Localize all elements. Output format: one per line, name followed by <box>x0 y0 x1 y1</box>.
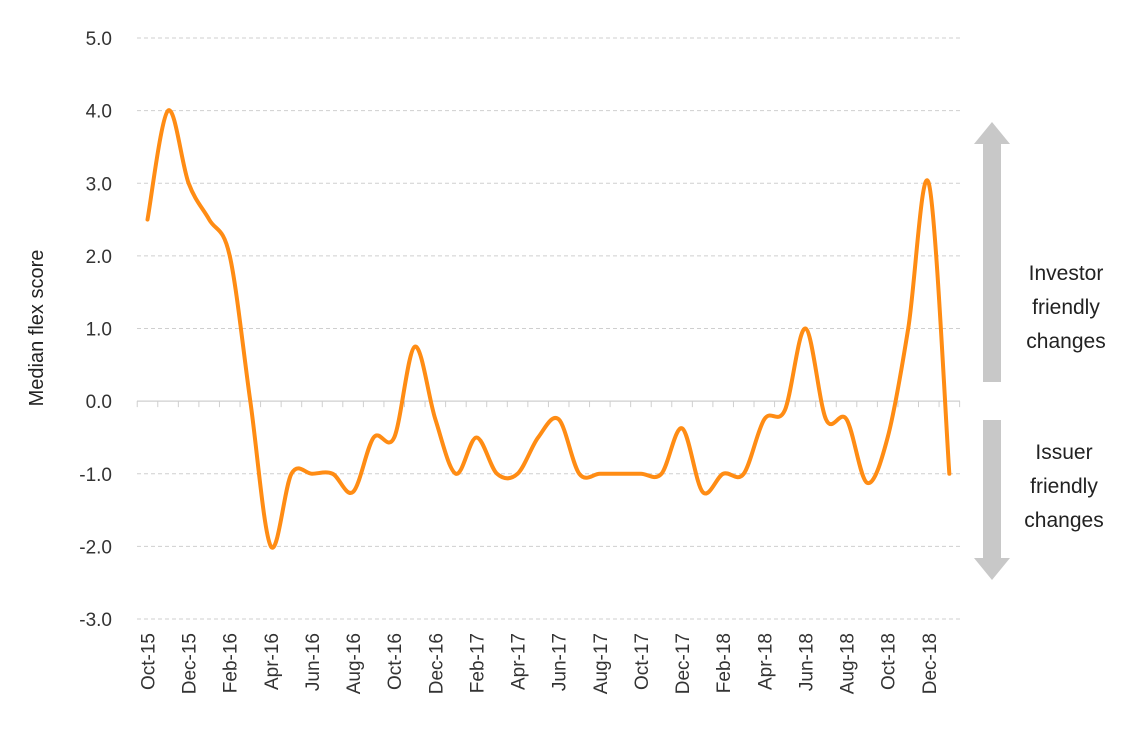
x-tick-label: Aug-17 <box>591 633 612 694</box>
x-tick-label: Aug-18 <box>838 633 859 694</box>
investor-annotation-line-2: friendly <box>1032 296 1100 319</box>
gridlines <box>137 37 960 620</box>
down-arrow-icon <box>974 420 1010 580</box>
y-tick-labels: 5.0 4.0 3.0 2.0 1.0 0.0 -1.0 -2.0 -3.0 <box>79 29 112 631</box>
x-tick-label: Oct-17 <box>632 633 653 690</box>
y-tick-label: -2.0 <box>79 537 112 558</box>
y-tick-label: 1.0 <box>86 320 112 341</box>
y-tick-label: 3.0 <box>86 174 112 195</box>
x-tick-label: Oct-15 <box>139 633 160 690</box>
investor-annotation-line-3: changes <box>1026 330 1105 353</box>
issuer-annotation-line-3: changes <box>1024 509 1103 532</box>
issuer-annotation-line-1: Issuer <box>1035 441 1092 464</box>
x-tick-label: Oct-18 <box>879 633 900 690</box>
x-tick-label: Feb-17 <box>467 633 488 693</box>
x-tick-label: Apr-17 <box>509 633 530 690</box>
x-tick-label: Feb-16 <box>221 633 242 693</box>
x-tick-label: Dec-15 <box>180 633 201 694</box>
issuer-annotation-line-2: friendly <box>1030 475 1098 498</box>
x-tick-label: Dec-16 <box>426 633 447 694</box>
x-tick-label: Oct-16 <box>385 633 406 690</box>
series-line <box>145 108 952 550</box>
y-tick-label: 0.0 <box>86 392 112 413</box>
x-tick-label: Aug-16 <box>344 633 365 694</box>
x-tick-label: Feb-18 <box>714 633 735 693</box>
y-tick-label: -3.0 <box>79 610 112 631</box>
y-tick-label: 5.0 <box>86 29 112 50</box>
y-tick-label: -1.0 <box>79 465 112 486</box>
investor-annotation-line-1: Investor <box>1029 262 1104 285</box>
issuer-friendly-arrow <box>974 420 1010 580</box>
y-tick-label: 4.0 <box>86 102 112 123</box>
x-tick-label: Jun-17 <box>550 633 571 691</box>
x-tick-label: Jun-18 <box>796 633 817 691</box>
x-tick-label: Dec-17 <box>673 633 694 694</box>
x-tick-labels: Oct-15 Dec-15 Feb-16 Apr-16 Jun-16 Aug-16 Oct-… <box>139 633 941 694</box>
y-axis-title: Median flex score <box>26 250 48 407</box>
x-tick-label: Apr-16 <box>262 633 283 690</box>
investor-friendly-arrow <box>974 122 1010 382</box>
x-tick-label: Dec-18 <box>920 633 941 694</box>
y-tick-label: 2.0 <box>86 247 112 268</box>
x-tick-label: Jun-16 <box>303 633 324 691</box>
x-tick-label: Apr-18 <box>755 633 776 690</box>
up-arrow-icon <box>974 122 1010 382</box>
x-axis <box>136 400 961 408</box>
